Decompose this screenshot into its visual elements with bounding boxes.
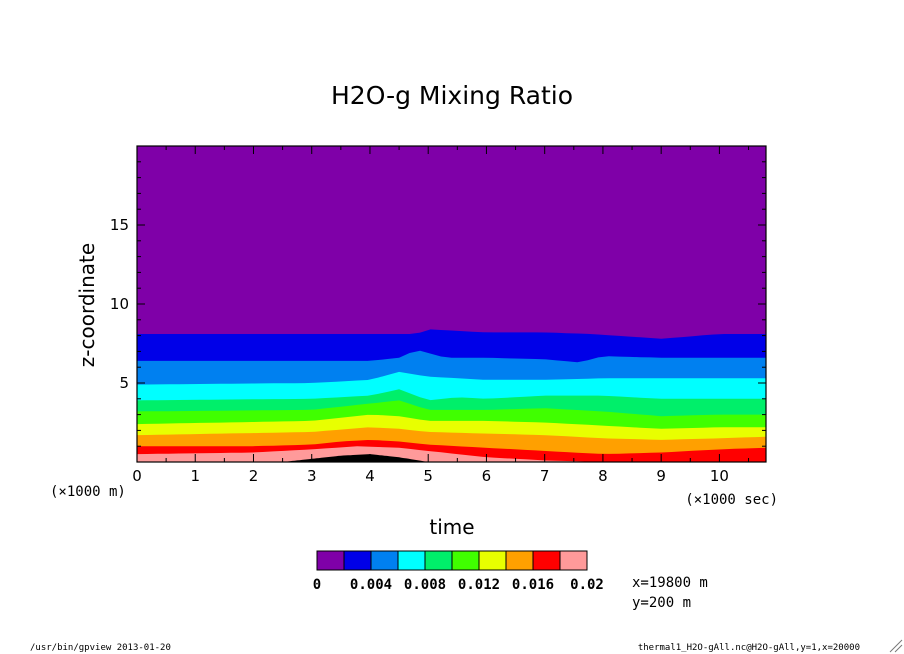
colorbar-swatch — [505, 550, 534, 571]
y-unit-label: (×1000 m) — [50, 484, 126, 500]
colorbar-label: 0.008 — [404, 577, 446, 593]
y-tick-label: 10 — [110, 295, 129, 313]
contour-band-10 — [282, 454, 429, 462]
x-tick-label: 10 — [710, 467, 729, 485]
x-tick-label: 1 — [190, 467, 200, 485]
colorbar-swatch — [397, 550, 426, 571]
x-unit-label: (×1000 sec) — [685, 492, 778, 508]
colorbar-swatch — [424, 550, 453, 571]
x-axis: 0 1 2 3 4 5 6 7 8 9 10 — [132, 146, 750, 485]
x-axis-label: time — [429, 515, 474, 539]
plot-area — [136, 145, 767, 463]
x-tick-label: 2 — [249, 467, 259, 485]
colorbar-swatch — [478, 550, 507, 571]
footer-left: /usr/bin/gpview 2013-01-20 — [30, 643, 171, 653]
colorbar-label: 0.02 — [570, 577, 604, 593]
colorbar-swatch — [532, 550, 561, 571]
x-tick-label: 0 — [132, 467, 142, 485]
colorbar-label: 0.012 — [458, 577, 500, 593]
colorbar-swatch — [343, 550, 372, 571]
x-tick-label: 9 — [656, 467, 666, 485]
y-tick-label: 5 — [119, 374, 129, 392]
y-axis-label: z-coordinate — [75, 243, 99, 367]
y-axis: 5 10 15 — [110, 161, 766, 447]
x-tick-label: 3 — [307, 467, 317, 485]
colorbar-swatch — [370, 550, 399, 571]
x-tick-label: 4 — [365, 467, 375, 485]
x-tick-label: 5 — [423, 467, 433, 485]
colorbar-swatch — [559, 550, 588, 571]
chart-title: H2O-g Mixing Ratio — [331, 81, 573, 110]
colorbar-swatch — [451, 550, 480, 571]
x-tick-label: 6 — [482, 467, 492, 485]
coordinate-x: x=19800 m — [632, 575, 708, 591]
resize-handle-icon[interactable] — [889, 639, 903, 653]
x-tick-label: 7 — [540, 467, 550, 485]
contour-band-9 — [137, 446, 766, 462]
colorbar-swatch — [316, 550, 345, 571]
footer-right: thermal1_H2O-gAll.nc@H2O-gAll,y=1,x=2000… — [638, 643, 860, 653]
y-tick-label: 15 — [110, 216, 129, 234]
colorbar-label: 0.004 — [350, 577, 392, 593]
colorbar-label: 0.016 — [512, 577, 554, 593]
colorbar-label: 0 — [313, 577, 321, 593]
coordinate-y: y=200 m — [632, 595, 691, 611]
colorbar: 0 0.004 0.008 0.012 0.016 0.02 — [313, 550, 604, 593]
x-tick-label: 8 — [598, 467, 608, 485]
